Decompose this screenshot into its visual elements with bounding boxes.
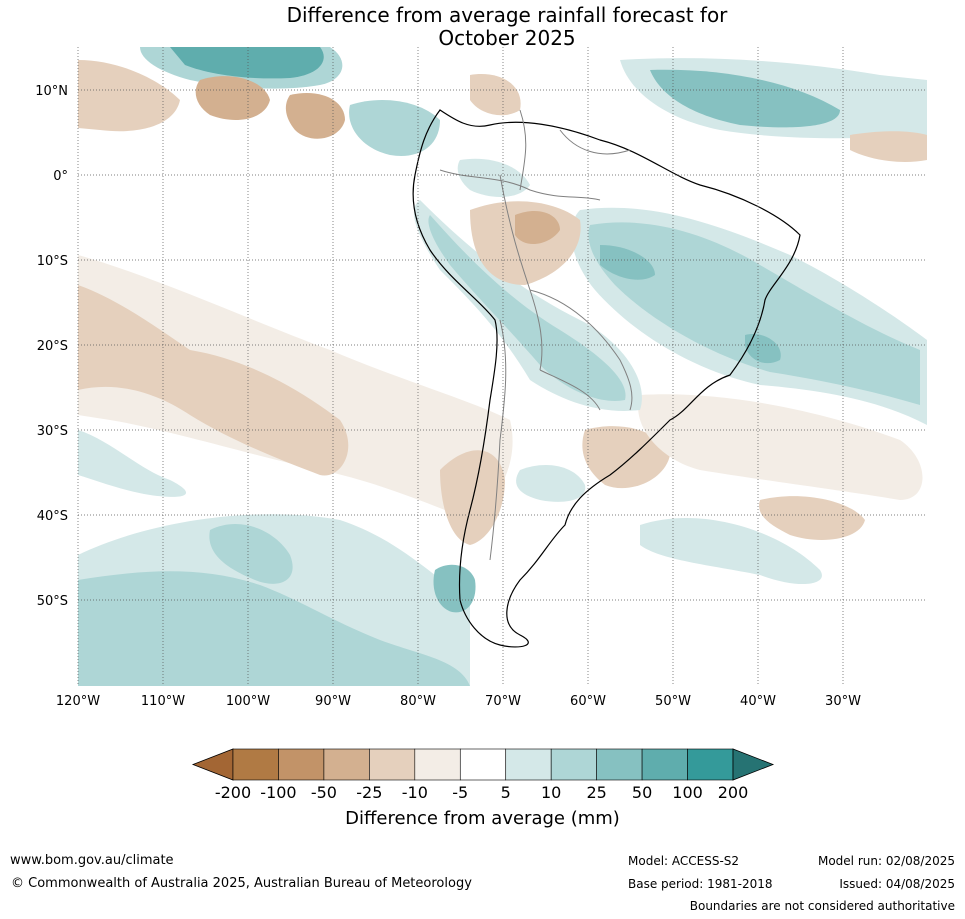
lon-label: 90°W [315,694,351,709]
anomaly-dry-atlantic [638,394,923,500]
anomaly-dry-pacific-north [78,60,180,132]
footer-copyright: © Commonwealth of Australia 2025, Austra… [11,876,472,891]
south-america-coastline [412,109,801,648]
footer-url[interactable]: www.bom.gov.au/climate [10,853,174,868]
anomaly-wet-ne-brazil-core [588,222,920,405]
colorbar-tick-label: 50 [632,783,652,802]
colorbar-title: Difference from average (mm) [345,808,620,829]
colorbar-tick-label: 10 [541,783,561,802]
colorbar-tick-label: -100 [260,783,296,802]
anomaly-wet-falklands [516,465,586,502]
colorbar-segment [232,748,279,781]
anomaly-wet-chile-south [433,564,476,613]
lat-label: 0° [53,169,68,184]
colorbar-segment [550,748,597,781]
anomaly-dry-pacific-core [78,285,349,476]
lon-label: 30°W [825,694,861,709]
title-line-1: Difference from average rainfall forecas… [286,3,728,27]
colorbar-tick-label: 100 [672,783,703,802]
colorbar-tick-label: -50 [311,783,337,802]
colorbar-segment [459,748,507,781]
footer-model: Model: ACCESS-S2 [628,854,740,868]
colorbar-segment [414,748,461,781]
lon-label: 80°W [400,694,436,709]
footer-base-period: Base period: 1981-2018 [628,877,773,891]
colorbar-tick-label: 25 [586,783,606,802]
footer-model-run: Model run: 02/08/2025 [817,854,955,868]
lon-label: 110°W [141,694,185,709]
country-borders [439,109,633,561]
anomaly-wet-east-pacific [78,430,187,497]
lat-label: 40°S [37,509,68,524]
lat-label: 10°N [35,84,68,99]
colorbar-arrow-left [191,748,234,781]
anomaly-dry-north-atlantic [850,131,927,162]
footer-issued: Issued: 04/08/2025 [839,877,955,891]
anomaly-wet-south-3 [209,524,293,584]
colorbar-labels: -200 -100 -50 -25 -10 -5 5 10 25 50 100 200 [215,783,748,802]
lon-label: 40°W [740,694,776,709]
latitude-labels: 10°N 0° 10°S 20°S 30°S 40°S 50°S [35,84,68,609]
graticule [77,47,927,686]
anomaly-wet-brazil-dark-2 [745,334,781,364]
colorbar-segment [687,748,734,781]
colorbar-segment [369,748,416,781]
footer-disclaimer: Boundaries are not considered authoritat… [689,899,955,913]
anomaly-wet-atlantic-south [640,517,822,585]
longitude-labels: 120°W 110°W 100°W 90°W 80°W 70°W 60°W 50… [56,694,861,709]
anomaly-dry-venezuela [470,74,521,116]
anomaly-dry-atlantic-2 [759,496,865,540]
title-line-2: October 2025 [438,26,576,50]
anomaly-wet-brazil-core [428,215,626,401]
lon-label: 70°W [485,694,521,709]
anomaly-dry-pacific-north-2 [195,76,270,120]
anomaly-wet-brazil-dark [600,245,655,280]
anomaly-dry-pacific-north-3 [285,92,345,139]
anomaly-wet-caribbean-core [170,47,324,79]
lon-label: 50°W [655,694,691,709]
anomaly-dry-amazon-core [515,210,560,245]
colorbar-segment [323,748,370,781]
lon-label: 120°W [56,694,100,709]
anomaly-wet-colombia [457,158,530,197]
colorbar-tick-label: -200 [215,783,251,802]
colorbar-tick-label: 5 [501,783,511,802]
colorbar-segment [596,748,643,781]
anomaly-dry-pacific-band [78,255,513,520]
anomaly-wet-south-2 [78,571,470,686]
anomaly-wet-central-am [349,100,440,156]
colorbar-tick-label: -5 [452,783,468,802]
colorbar-segment [278,748,325,781]
map-title: Difference from average rainfall forecas… [0,4,965,50]
colorbar-arrow-right [732,748,775,781]
colorbar-tick-label: 200 [718,783,749,802]
lon-label: 60°W [570,694,606,709]
lat-label: 10°S [37,254,68,269]
colorbar-tick-label: -10 [402,783,428,802]
colorbar-tick-label: -25 [356,783,382,802]
anomaly-dry-chile [440,450,505,545]
lat-label: 50°S [37,594,68,609]
colorbar-segment [505,748,552,781]
map-area [78,47,927,686]
colorbar [191,748,775,781]
lat-label: 20°S [37,339,68,354]
anomaly-wet-north-atlantic-core [650,69,840,128]
lon-label: 100°W [226,694,270,709]
lat-label: 30°S [37,424,68,439]
colorbar-segment [641,748,688,781]
